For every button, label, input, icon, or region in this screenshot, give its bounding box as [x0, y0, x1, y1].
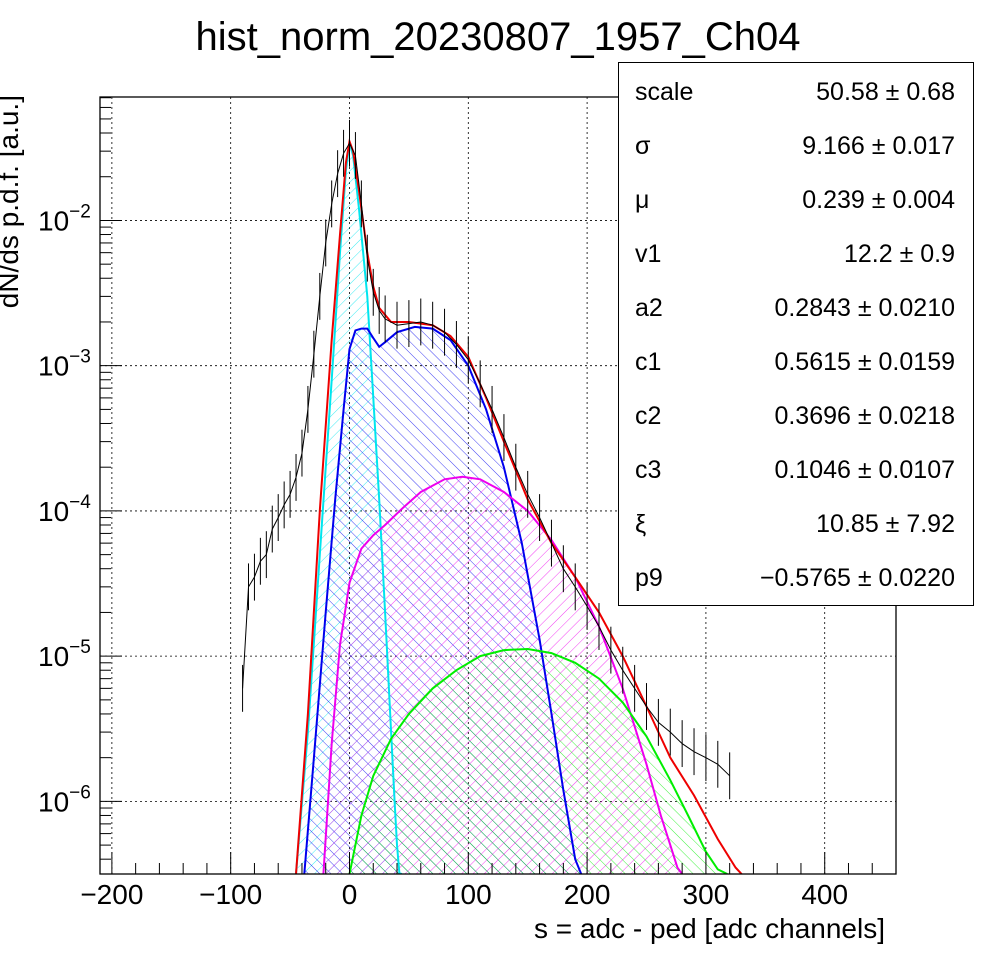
x-tick-label: 200: [564, 879, 611, 910]
stat-row-sigma: σ 9.166 ± 0.017: [619, 119, 973, 173]
stat-value: 12.2 ± 0.9: [843, 239, 955, 268]
x-axis-ticks: −200 −100 0 100 200 300 400: [80, 852, 873, 910]
x-tick-label: −100: [199, 879, 262, 910]
x-tick-label: 100: [445, 879, 492, 910]
x-axis-label: s = adc - ped [adc channels]: [534, 913, 885, 944]
stat-value: 0.2843 ± 0.0210: [774, 293, 955, 322]
y-axis-label: dN/ds p.d.f. [a.u.]: [0, 95, 24, 308]
x-tick-label: −200: [80, 879, 143, 910]
x-tick-label: 0: [342, 879, 358, 910]
stat-name: p9: [635, 563, 663, 592]
y-tick-label: 10−5: [38, 637, 91, 672]
stat-name: c1: [635, 347, 662, 376]
stat-value: 0.1046 ± 0.0107: [774, 455, 955, 484]
stat-name: c3: [635, 455, 662, 484]
y-tick-label: 10−6: [38, 782, 91, 817]
stat-row-c2: c2 0.3696 ± 0.0218: [619, 389, 973, 443]
x-tick-label: 300: [683, 879, 730, 910]
stat-name: a2: [635, 293, 663, 322]
fit-curve-2: [322, 475, 683, 874]
fit-curve-3: [348, 647, 728, 874]
stat-row-xi: ξ 10.85 ± 7.92: [619, 497, 973, 551]
stat-row-v1: v1 12.2 ± 0.9: [619, 227, 973, 281]
component-fill-3: [349, 649, 728, 874]
x-tick-label: 400: [801, 879, 848, 910]
stat-name: σ: [635, 131, 651, 160]
data-line: [242, 142, 731, 777]
chart-title: hist_norm_20230807_1957_Ch04: [196, 15, 801, 59]
stat-value: 0.3696 ± 0.0218: [774, 401, 955, 430]
stat-row-mu: μ 0.239 ± 0.004: [619, 173, 973, 227]
stat-row-p9: p9 −0.5765 ± 0.0220: [619, 551, 973, 605]
stat-name: v1: [635, 239, 662, 268]
stat-row-c3: c3 0.1046 ± 0.0107: [619, 443, 973, 497]
stat-name: scale: [635, 77, 694, 106]
component-fills: [296, 143, 728, 874]
stat-row-a2: a2 0.2843 ± 0.0210: [619, 281, 973, 335]
data-histogram: [242, 119, 731, 800]
y-axis-ticks: 10−2 10−3 10−4 10−5 10−6: [38, 97, 122, 860]
stat-value: 9.166 ± 0.017: [802, 131, 955, 160]
fit-stats-box: scale 50.58 ± 0.68 σ 9.166 ± 0.017 μ 0.2…: [618, 62, 974, 606]
stat-value: 0.239 ± 0.004: [802, 185, 955, 214]
stat-value: 50.58 ± 0.68: [816, 77, 955, 106]
stat-value: 10.85 ± 7.92: [816, 509, 955, 538]
stat-name: μ: [635, 185, 650, 214]
stat-value: −0.5765 ± 0.0220: [759, 563, 955, 592]
stat-row-c1: c1 0.5615 ± 0.0159: [619, 335, 973, 389]
stat-value: 0.5615 ± 0.0159: [774, 347, 955, 376]
y-tick-label: 10−4: [38, 492, 91, 527]
fit-curve-0: [295, 143, 403, 874]
stat-name: ξ: [635, 509, 647, 538]
stat-name: c2: [635, 401, 662, 430]
stat-row-scale: scale 50.58 ± 0.68: [619, 65, 973, 119]
y-tick-label: 10−2: [38, 201, 91, 236]
y-tick-label: 10−3: [38, 347, 91, 382]
